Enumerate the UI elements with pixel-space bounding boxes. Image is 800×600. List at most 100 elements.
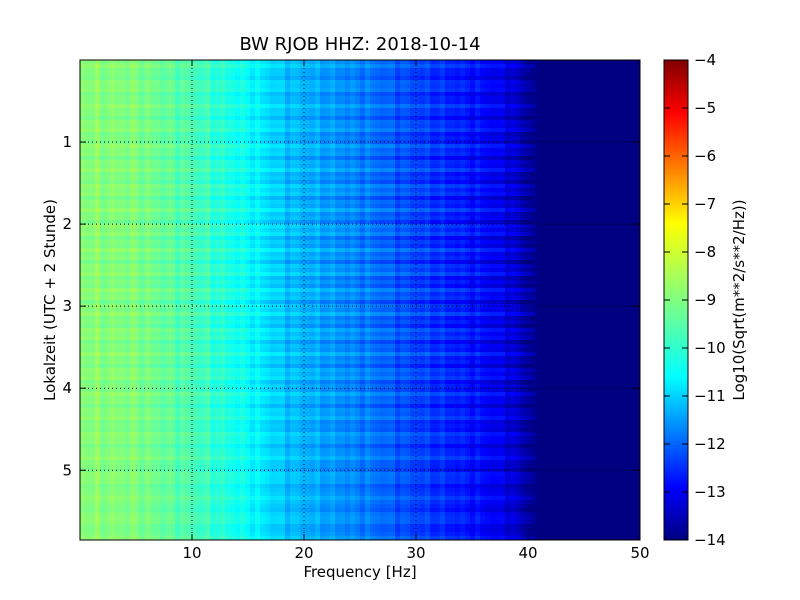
heatmap-cell (215, 72, 221, 77)
heatmap-cell (505, 200, 511, 205)
heatmap-cell (210, 132, 216, 137)
heatmap-cell (430, 76, 436, 81)
heatmap-cell (575, 192, 581, 197)
heatmap-cell (595, 200, 601, 205)
heatmap-cell (140, 164, 146, 169)
heatmap-cell (240, 164, 246, 169)
heatmap-cell (405, 236, 411, 241)
heatmap-cell (390, 228, 396, 233)
heatmap-cell (385, 192, 391, 197)
heatmap-cell (410, 176, 416, 181)
heatmap-cell (235, 224, 241, 229)
heatmap-cell (280, 176, 286, 181)
heatmap-cell (625, 212, 631, 217)
heatmap-cell (235, 96, 241, 101)
heatmap-cell (495, 180, 501, 185)
heatmap-cell (375, 112, 381, 117)
heatmap-cell (85, 144, 91, 149)
heatmap-cell (625, 172, 631, 177)
heatmap-cell (145, 172, 151, 177)
heatmap-cell (200, 124, 206, 129)
heatmap-cell (395, 216, 401, 221)
heatmap-cell (470, 112, 476, 117)
heatmap-cell (80, 60, 86, 65)
heatmap-cell (495, 68, 501, 73)
heatmap-cell (555, 116, 561, 121)
heatmap-cell (260, 120, 266, 125)
heatmap-cell (155, 120, 161, 125)
heatmap-cell (225, 224, 231, 229)
heatmap-cell (255, 168, 261, 173)
heatmap-cell (205, 196, 211, 201)
heatmap-cell (190, 64, 196, 69)
heatmap-cell (170, 172, 176, 177)
heatmap-cell (380, 168, 386, 173)
heatmap-cell (490, 112, 496, 117)
heatmap-cell (275, 184, 281, 189)
heatmap-cell (620, 132, 626, 137)
heatmap-cell (290, 192, 296, 197)
heatmap-cell (205, 232, 211, 237)
heatmap-cell (190, 148, 196, 153)
heatmap-cell (470, 76, 476, 81)
heatmap-cell (230, 136, 236, 141)
heatmap-cell (620, 104, 626, 109)
heatmap-cell (215, 172, 221, 177)
heatmap-cell (560, 160, 566, 165)
heatmap-cell (515, 144, 521, 149)
heatmap-cell (545, 192, 551, 197)
heatmap-cell (535, 100, 541, 105)
heatmap-cell (335, 220, 341, 225)
heatmap-cell (595, 132, 601, 137)
heatmap-cell (630, 196, 636, 201)
heatmap-cell (100, 180, 106, 185)
heatmap-cell (125, 160, 131, 165)
heatmap-cell (270, 72, 276, 77)
heatmap-cell (310, 60, 316, 65)
heatmap-cell (600, 112, 606, 117)
heatmap-cell (195, 92, 201, 97)
heatmap-cell (495, 164, 501, 169)
heatmap-cell (520, 204, 526, 209)
heatmap-cell (585, 212, 591, 217)
heatmap-cell (445, 64, 451, 69)
heatmap-cell (305, 124, 311, 129)
heatmap-cell (390, 160, 396, 165)
heatmap-cell (575, 144, 581, 149)
heatmap-cell (150, 184, 156, 189)
heatmap-cell (460, 172, 466, 177)
heatmap-cell (505, 196, 511, 201)
heatmap-cell (495, 140, 501, 145)
heatmap-cell (200, 136, 206, 141)
heatmap-cell (185, 100, 191, 105)
heatmap-cell (305, 76, 311, 81)
heatmap-cell (595, 160, 601, 165)
heatmap-cell (330, 236, 336, 241)
heatmap-cell (550, 92, 556, 97)
heatmap-cell (165, 124, 171, 129)
heatmap-cell (225, 136, 231, 141)
heatmap-cell (335, 116, 341, 121)
heatmap-cell (155, 80, 161, 85)
heatmap-cell (180, 196, 186, 201)
heatmap-cell (590, 68, 596, 73)
heatmap-cell (305, 112, 311, 117)
heatmap-cell (460, 68, 466, 73)
heatmap-cell (630, 76, 636, 81)
heatmap-cell (365, 152, 371, 157)
heatmap-cell (630, 136, 636, 141)
heatmap-cell (355, 148, 361, 153)
heatmap-cell (410, 184, 416, 189)
heatmap-cell (325, 236, 331, 241)
heatmap-cell (350, 64, 356, 69)
heatmap-cell (385, 184, 391, 189)
heatmap-cell (205, 212, 211, 217)
heatmap-cell (180, 192, 186, 197)
heatmap-cell (200, 208, 206, 213)
heatmap-cell (620, 128, 626, 133)
heatmap-cell (310, 156, 316, 161)
heatmap-cell (330, 228, 336, 233)
heatmap-cell (530, 204, 536, 209)
heatmap-cell (585, 192, 591, 197)
heatmap-cell (210, 104, 216, 109)
